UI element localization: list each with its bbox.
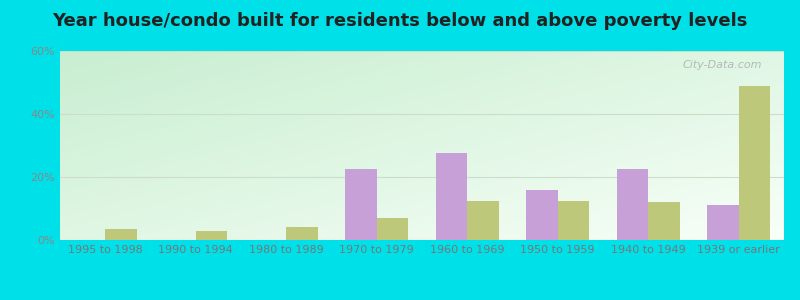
Bar (286, 227, 318, 240)
Text: City-Data.com: City-Data.com (682, 60, 762, 70)
Bar (467, 201, 499, 240)
Bar (196, 230, 227, 240)
Bar (345, 169, 377, 240)
Bar (377, 218, 409, 240)
Bar (707, 205, 738, 240)
Bar (738, 85, 770, 240)
Bar (617, 169, 648, 240)
Bar (558, 201, 590, 240)
Bar (106, 229, 137, 240)
Bar (526, 190, 558, 240)
Bar (648, 202, 680, 240)
Text: Year house/condo built for residents below and above poverty levels: Year house/condo built for residents bel… (52, 12, 748, 30)
Bar (435, 153, 467, 240)
